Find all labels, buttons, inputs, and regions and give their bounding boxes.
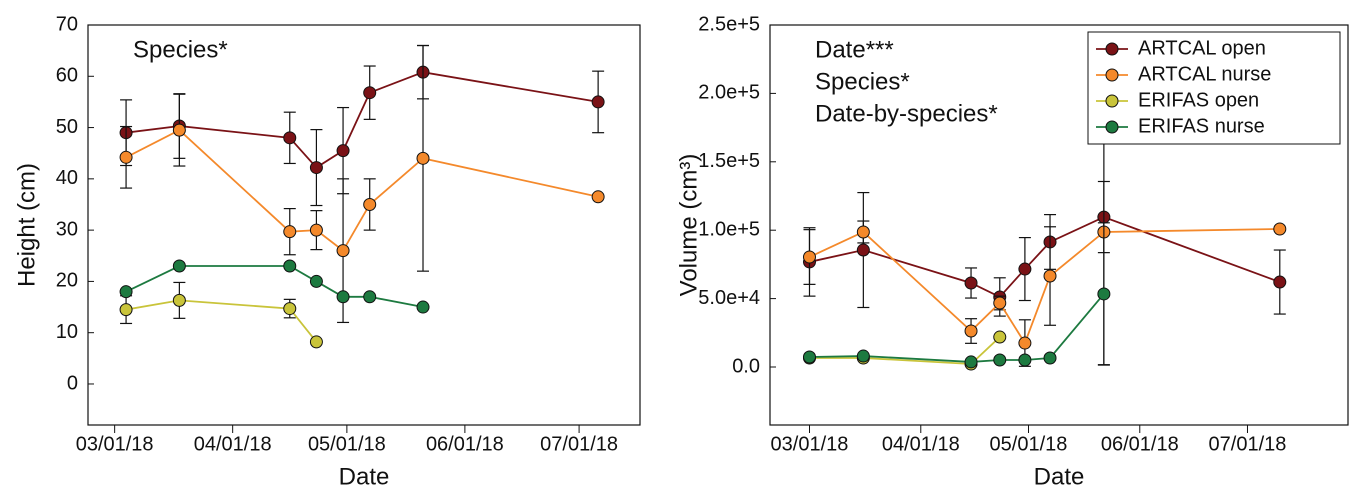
series-line [809, 336, 1001, 365]
x-tick-label: 06/01/18 [1101, 433, 1179, 455]
y-tick-label: 2.0e+5 [698, 82, 760, 104]
data-point [416, 300, 430, 314]
y-tick-label: 70 [56, 13, 78, 35]
data-point [119, 285, 133, 299]
x-tick-label: 04/01/18 [882, 433, 960, 455]
data-point [309, 223, 323, 237]
data-point [172, 259, 186, 273]
data-point [283, 259, 297, 273]
y-tick-label: 50 [56, 116, 78, 138]
data-point [964, 355, 978, 369]
y-tick-label: 10 [56, 321, 78, 343]
x-tick-label: 04/01/18 [194, 433, 272, 455]
x-tick-label: 05/01/18 [308, 433, 386, 455]
data-point [856, 243, 870, 257]
data-point [964, 276, 978, 290]
series-line [809, 216, 1281, 299]
data-point [856, 225, 870, 239]
x-tick-label: 03/01/18 [771, 433, 849, 455]
y-axis-label: Volume (cm³) [675, 154, 702, 297]
x-axis-label: Date [1034, 463, 1085, 490]
data-point [283, 302, 297, 316]
series-line [125, 299, 318, 343]
legend-label: ERIFAS open [1138, 89, 1259, 111]
data-point [993, 330, 1007, 344]
series-line [125, 129, 599, 252]
data-point [993, 296, 1007, 310]
x-tick-label: 07/01/18 [1209, 433, 1287, 455]
data-point [1097, 287, 1111, 301]
data-point [591, 95, 605, 109]
y-tick-label: 1.0e+5 [698, 218, 760, 240]
y-tick-label: 20 [56, 270, 78, 292]
legend-marker [1105, 42, 1119, 56]
data-point [283, 131, 297, 145]
legend-marker [1105, 120, 1119, 134]
y-tick-label: 2.5e+5 [698, 13, 760, 35]
data-point [309, 274, 323, 288]
y-tick-label: 5.0e+4 [698, 287, 760, 309]
data-point [363, 86, 377, 100]
plot-frame [87, 24, 641, 426]
x-tick-label: 05/01/18 [990, 433, 1068, 455]
data-point [309, 335, 323, 349]
x-tick-label: 06/01/18 [426, 433, 504, 455]
y-tick-label: 60 [56, 65, 78, 87]
data-point [416, 151, 430, 165]
data-point [964, 324, 978, 338]
data-point [336, 244, 350, 258]
data-point [336, 144, 350, 158]
data-point [119, 150, 133, 164]
legend-marker [1105, 68, 1119, 82]
data-point [363, 197, 377, 211]
legend-label: ERIFAS nurse [1138, 115, 1265, 137]
data-point [172, 123, 186, 137]
data-point [119, 303, 133, 317]
legend-frame [1087, 31, 1341, 145]
data-point [1273, 275, 1287, 289]
series-line [809, 293, 1105, 363]
legend-label: ARTCAL nurse [1138, 63, 1271, 85]
data-point [283, 225, 297, 239]
data-point [336, 290, 350, 304]
data-point [309, 161, 323, 175]
y-tick-label: 1.5e+5 [698, 150, 760, 172]
data-point [1043, 351, 1057, 365]
data-point [1043, 269, 1057, 283]
x-tick-label: 07/01/18 [540, 433, 618, 455]
annotation: Species* [133, 36, 228, 63]
data-point [1018, 336, 1032, 350]
y-tick-label: 0.0 [732, 355, 760, 377]
data-point [1018, 353, 1032, 367]
annotation: Date-by-species* [815, 100, 998, 127]
y-axis-label: Height (cm) [13, 163, 40, 287]
data-point [172, 293, 186, 307]
data-point [802, 350, 816, 364]
data-point [363, 290, 377, 304]
y-tick-label: 30 [56, 218, 78, 240]
series-line [125, 71, 599, 169]
data-point [1273, 222, 1287, 236]
plot-frame [769, 24, 1349, 426]
annotation: Date*** [815, 36, 894, 63]
y-tick-label: 0 [67, 372, 78, 394]
data-point [993, 353, 1007, 367]
x-axis-label: Date [339, 463, 390, 490]
y-tick-label: 40 [56, 167, 78, 189]
legend-marker [1105, 94, 1119, 108]
data-point [1018, 262, 1032, 276]
data-point [802, 250, 816, 264]
data-point [856, 349, 870, 363]
legend-label: ARTCAL open [1138, 37, 1266, 59]
series-line [125, 265, 424, 308]
annotation: Species* [815, 68, 910, 95]
x-tick-label: 03/01/18 [76, 433, 154, 455]
data-point [591, 190, 605, 204]
series-line [809, 228, 1280, 346]
